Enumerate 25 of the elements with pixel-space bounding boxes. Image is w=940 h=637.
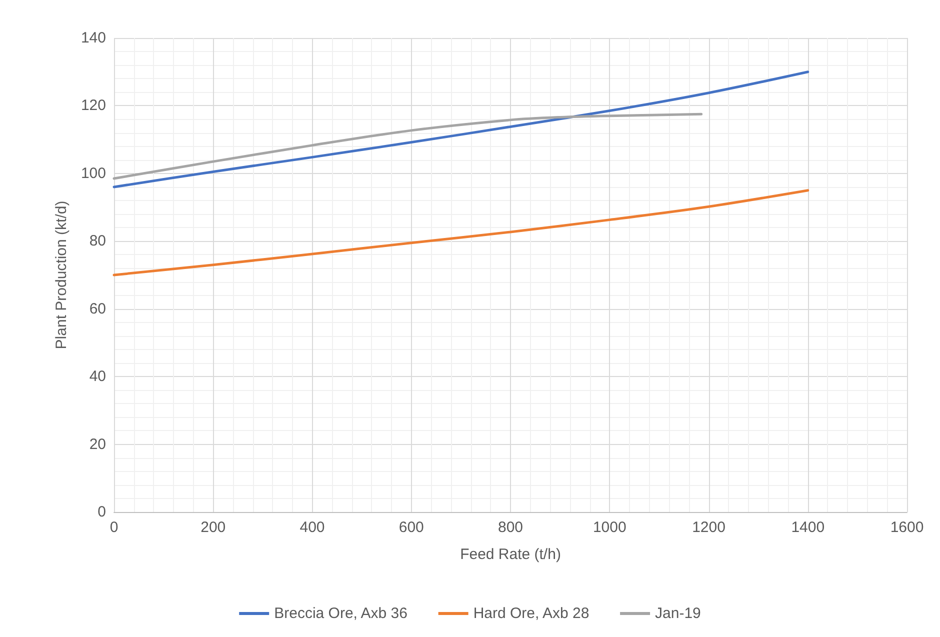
y-tick-label: 120 — [80, 97, 106, 114]
line-series — [112, 70, 810, 188]
legend-label: Hard Ore, Axb 28 — [473, 605, 590, 622]
x-tick-label: 1600 — [890, 519, 924, 536]
line-series — [112, 112, 703, 180]
x-tick-label: 1000 — [592, 519, 626, 536]
x-tick-label: 600 — [398, 519, 424, 536]
x-tick-label: 0 — [110, 519, 118, 536]
legend-label: Jan-19 — [655, 605, 701, 622]
x-tick-label: 1400 — [791, 519, 825, 536]
x-tick-label: 200 — [200, 519, 226, 536]
y-tick-label: 20 — [89, 436, 106, 453]
y-tick-label: 140 — [80, 30, 106, 46]
y-tick-label: 40 — [89, 368, 106, 386]
x-axis-title: Feed Rate (t/h) — [460, 546, 561, 563]
y-tick-label: 60 — [89, 300, 106, 318]
x-tick-label: 800 — [498, 519, 524, 536]
line-series — [112, 189, 810, 276]
y-tick-label: 80 — [89, 232, 106, 250]
legend-label: Breccia Ore, Axb 36 — [274, 605, 408, 622]
x-tick-label: 1200 — [692, 519, 726, 536]
x-tick-label: 400 — [300, 519, 325, 536]
y-axis-title: Plant Production (kt/d) — [53, 200, 70, 350]
y-tick-label: 100 — [80, 164, 106, 182]
y-tick-label: 0 — [98, 504, 106, 520]
